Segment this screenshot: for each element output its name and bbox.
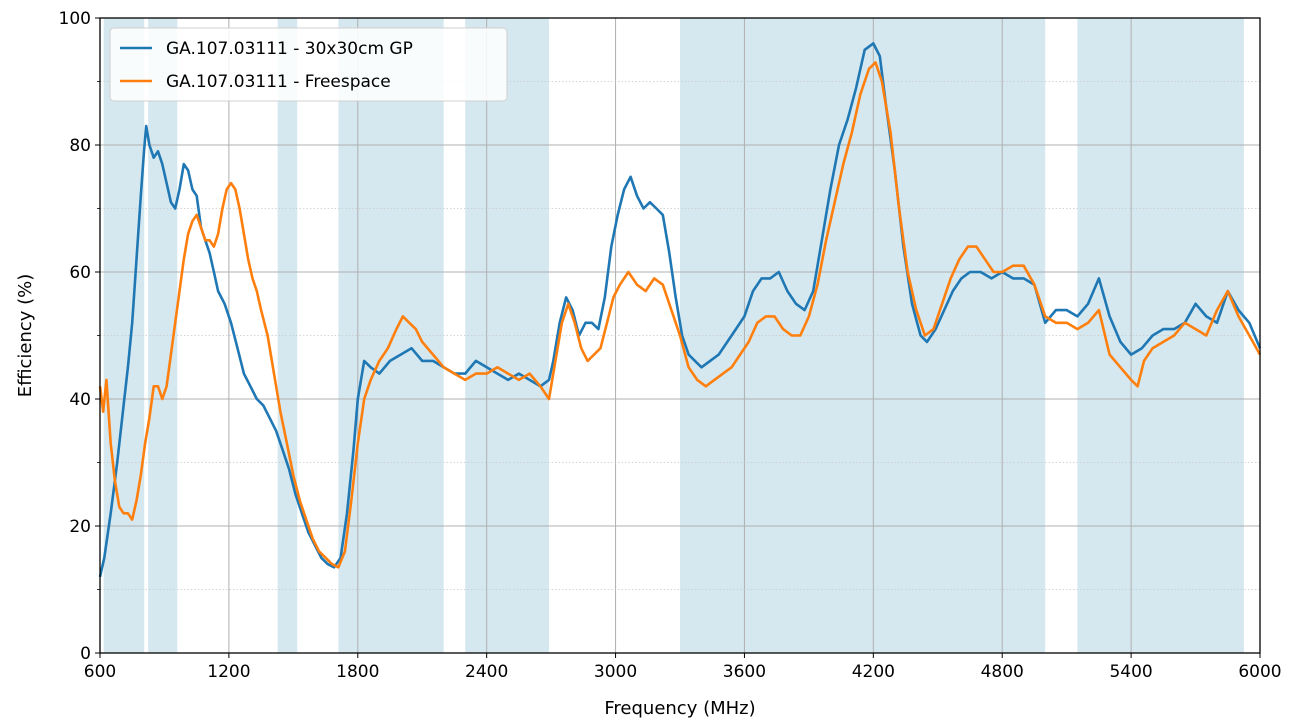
series-lines bbox=[98, 42, 1262, 578]
legend: GA.107.03111 - 30x30cm GP GA.107.03111 - … bbox=[109, 27, 508, 102]
legend-label-0: GA.107.03111 - 30x30cm GP bbox=[166, 39, 413, 59]
axis-ticks: 600 1200 1800 2400 3000 3600 4200 4800 5400 6000 0… bbox=[59, 9, 1282, 682]
band-2 bbox=[277, 18, 298, 653]
x-tick-label-5: 3600 bbox=[723, 662, 766, 682]
y-tick-label-4: 80 bbox=[69, 136, 91, 156]
legend-box bbox=[109, 27, 508, 102]
x-tick-label-7: 4800 bbox=[981, 662, 1024, 682]
x-tick-label-8: 5400 bbox=[1109, 662, 1152, 682]
series-line-0 bbox=[98, 42, 1262, 578]
x-tick-label-9: 6000 bbox=[1238, 662, 1281, 682]
y-tick-label-0: 0 bbox=[80, 644, 91, 664]
x-tick-label-6: 4200 bbox=[852, 662, 895, 682]
x-tick-label-2: 1800 bbox=[336, 662, 379, 682]
y-tick-label-3: 60 bbox=[69, 263, 91, 283]
x-tick-label-0: 600 bbox=[84, 662, 116, 682]
x-tick-label-3: 2400 bbox=[465, 662, 508, 682]
series-line-1 bbox=[98, 61, 1262, 569]
x-tick-label-4: 3000 bbox=[594, 662, 637, 682]
y-tick-label-2: 40 bbox=[69, 390, 91, 410]
y-tick-label-5: 100 bbox=[59, 9, 91, 29]
legend-label-1: GA.107.03111 - Freespace bbox=[166, 72, 391, 92]
band-0 bbox=[103, 18, 145, 653]
y-tick-label-1: 20 bbox=[69, 517, 91, 537]
x-tick-label-1: 1200 bbox=[207, 662, 250, 682]
x-axis-title: Frequency (MHz) bbox=[604, 698, 755, 719]
y-axis-title: Efficiency (%) bbox=[15, 274, 36, 398]
frequency-bands bbox=[103, 18, 1244, 653]
